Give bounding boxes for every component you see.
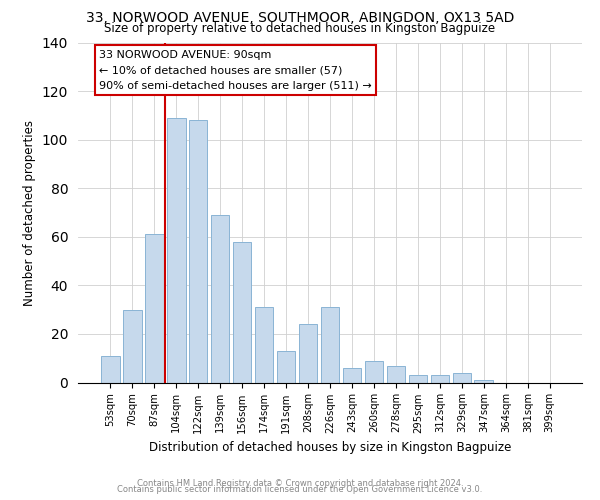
- Bar: [386, 366, 405, 382]
- Text: Contains public sector information licensed under the Open Government Licence v3: Contains public sector information licen…: [118, 485, 482, 494]
- Bar: [255, 307, 274, 382]
- Bar: [145, 234, 164, 382]
- Bar: [365, 360, 383, 382]
- Bar: [475, 380, 493, 382]
- Bar: [409, 375, 427, 382]
- Text: 33 NORWOOD AVENUE: 90sqm
← 10% of detached houses are smaller (57)
90% of semi-d: 33 NORWOOD AVENUE: 90sqm ← 10% of detach…: [99, 50, 372, 91]
- Bar: [299, 324, 317, 382]
- Bar: [320, 307, 340, 382]
- Bar: [167, 118, 185, 382]
- Bar: [101, 356, 119, 382]
- Bar: [343, 368, 361, 382]
- Text: Contains HM Land Registry data © Crown copyright and database right 2024.: Contains HM Land Registry data © Crown c…: [137, 478, 463, 488]
- X-axis label: Distribution of detached houses by size in Kingston Bagpuize: Distribution of detached houses by size …: [149, 441, 511, 454]
- Text: Size of property relative to detached houses in Kingston Bagpuize: Size of property relative to detached ho…: [104, 22, 496, 35]
- Bar: [431, 375, 449, 382]
- Bar: [452, 373, 471, 382]
- Y-axis label: Number of detached properties: Number of detached properties: [23, 120, 37, 306]
- Bar: [277, 351, 295, 382]
- Bar: [123, 310, 142, 382]
- Bar: [189, 120, 208, 382]
- Text: 33, NORWOOD AVENUE, SOUTHMOOR, ABINGDON, OX13 5AD: 33, NORWOOD AVENUE, SOUTHMOOR, ABINGDON,…: [86, 11, 514, 25]
- Bar: [211, 215, 229, 382]
- Bar: [233, 242, 251, 382]
